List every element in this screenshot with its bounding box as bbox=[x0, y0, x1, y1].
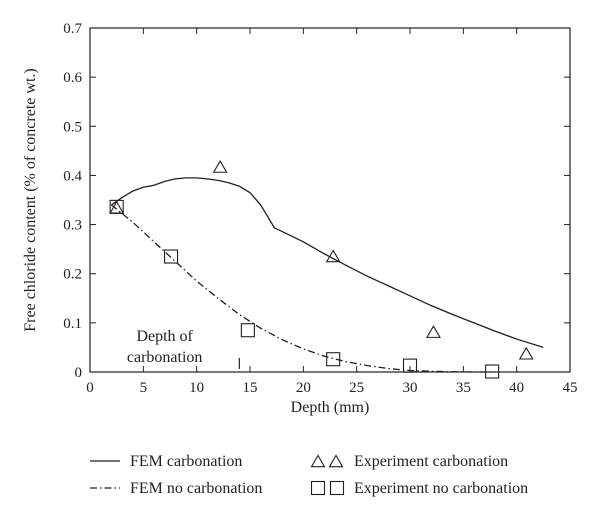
x-tick-label: 35 bbox=[456, 380, 471, 396]
legend-label: FEM carbonation bbox=[130, 453, 242, 470]
data-point-triangle bbox=[212, 159, 228, 173]
legend-swatch bbox=[329, 480, 345, 496]
data-point-square bbox=[326, 352, 341, 367]
annotation-text-line: Depth of bbox=[136, 328, 193, 345]
data-point-triangle bbox=[426, 325, 441, 338]
x-tick-label: 10 bbox=[189, 380, 204, 396]
x-tick-label: 0 bbox=[86, 380, 94, 396]
legend-label: Experiment no carbonation bbox=[354, 480, 528, 497]
x-tick-label: 15 bbox=[243, 380, 258, 396]
data-point-triangle bbox=[109, 200, 125, 214]
data-point-triangle bbox=[518, 346, 534, 360]
data-point-square bbox=[240, 323, 255, 338]
y-tick-label: 0.2 bbox=[63, 267, 82, 283]
x-axis-label: Depth (mm) bbox=[291, 399, 370, 416]
x-tick-label: 20 bbox=[296, 380, 311, 396]
axes-frame bbox=[89, 27, 571, 373]
legend-label: Experiment carbonation bbox=[354, 453, 508, 470]
y-axis-label: Free chloride content (% of concrete wt.… bbox=[22, 68, 39, 331]
x-tick-label: 45 bbox=[563, 380, 578, 396]
legend-swatch bbox=[328, 454, 344, 468]
series-fem-no-carbonation bbox=[110, 204, 496, 373]
legend-entry: Experiment carbonation bbox=[310, 453, 508, 470]
y-tick-label: 0.7 bbox=[63, 21, 82, 37]
series-line bbox=[110, 177, 544, 349]
legend-entry: FEM carbonation bbox=[90, 453, 242, 470]
series-group bbox=[109, 159, 544, 379]
y-tick-label: 0 bbox=[75, 365, 83, 381]
y-tick-label: 0.1 bbox=[63, 316, 82, 332]
y-tick-label: 0.4 bbox=[63, 168, 82, 184]
data-point-square bbox=[109, 199, 124, 214]
x-tick-label: 5 bbox=[140, 380, 148, 396]
data-point-triangle bbox=[325, 249, 341, 263]
legend-entry: Experiment no carbonation bbox=[310, 480, 528, 497]
series-line bbox=[110, 204, 496, 373]
data-point-square bbox=[164, 249, 179, 264]
annotation-depth-of-carbonation: Depth of carbonation bbox=[127, 328, 240, 369]
y-tick-label: 0.5 bbox=[63, 119, 82, 135]
legend-entry: FEM no carbonation bbox=[90, 480, 262, 497]
series-experiment-carbonation bbox=[109, 159, 534, 360]
annotation-text-line: carbonation bbox=[127, 349, 203, 366]
x-tick-label: 40 bbox=[509, 380, 524, 396]
legend-label: FEM no carbonation bbox=[130, 480, 262, 497]
x-tick-label: 30 bbox=[403, 380, 418, 396]
legend-swatch bbox=[310, 480, 326, 496]
y-tick-label: 0.3 bbox=[63, 218, 82, 234]
legend: FEM carbonation FEM no carbonation Experim… bbox=[90, 453, 528, 497]
y-tick-label: 0.6 bbox=[63, 70, 82, 86]
ticks: 0 5 10 15 20 25 30 35 40 45 0 0.1 0.2 0.3 0.4 0.5 0.6 0.7 bbox=[63, 21, 577, 396]
legend-swatch bbox=[310, 454, 326, 468]
series-fem-carbonation bbox=[110, 177, 544, 349]
plot-frame bbox=[89, 27, 571, 373]
x-tick-label: 25 bbox=[349, 380, 364, 396]
